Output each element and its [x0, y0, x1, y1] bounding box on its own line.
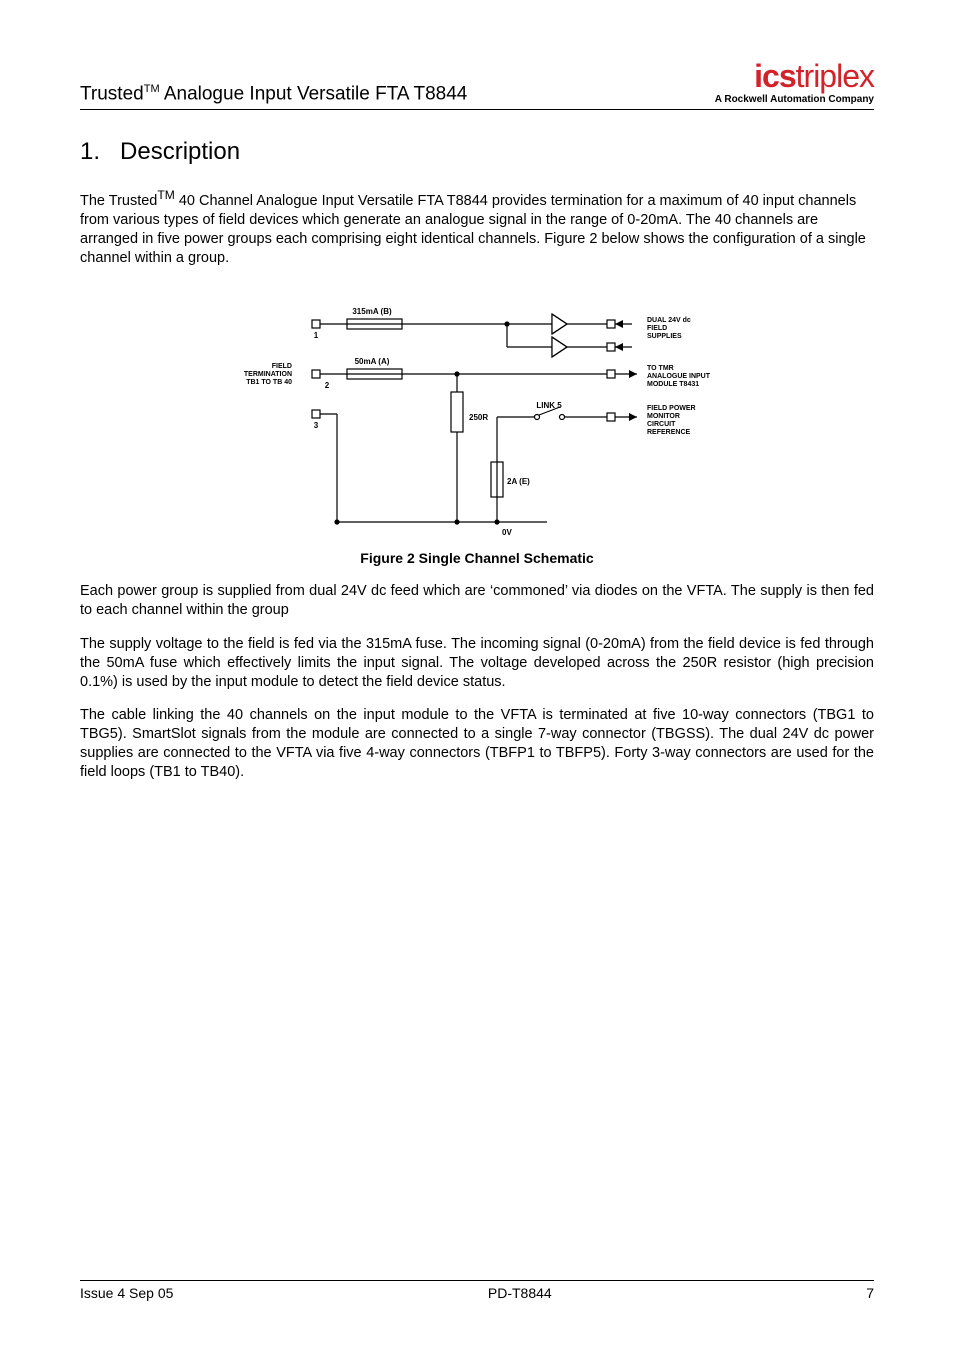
figure-caption: Figure 2 Single Channel Schematic [80, 550, 874, 566]
paragraph-2: Each power group is supplied from dual 2… [80, 582, 874, 620]
p1-rest: 40 Channel Analogue Input Versatile FTA … [80, 193, 866, 266]
paragraph-1: The TrustedTM 40 Channel Analogue Input … [80, 188, 874, 268]
lbl-fpm-l1: FIELD POWER [647, 405, 696, 412]
lbl-250r: 250R [469, 413, 488, 422]
section-title: Description [120, 138, 240, 165]
logo-ics: ics [754, 58, 795, 94]
logo: icstriplex A Rockwell Automation Company [715, 60, 874, 105]
p1-tm: TM [157, 188, 174, 202]
paragraph-3: The supply voltage to the field is fed v… [80, 635, 874, 692]
lbl-fpm-l3: CIRCUIT [647, 421, 676, 428]
p1-pre: The Trusted [80, 193, 157, 209]
lbl-dual-l1: DUAL 24V dc [647, 317, 691, 324]
footer-center: PD-T8844 [488, 1285, 552, 1301]
logo-main: icstriplex [715, 60, 874, 92]
lbl-dual-l3: SUPPLIES [647, 333, 682, 340]
logo-sub-bold: Rockwell Automation [724, 94, 825, 105]
logo-triplex: triplex [796, 58, 874, 94]
logo-sub-post: Company [826, 94, 874, 105]
lbl-0v: 0V [502, 528, 512, 537]
lbl-tmr-l2: ANALOGUE INPUT [647, 373, 711, 380]
lbl-fuse-a: 50mA (A) [355, 357, 390, 366]
header-title-rest: Analogue Input Versatile FTA T8844 [160, 83, 468, 104]
header-title-prefix: Trusted [80, 83, 144, 104]
paragraph-4: The cable linking the 40 channels on the… [80, 706, 874, 783]
section-number: 1. [80, 138, 100, 165]
lbl-t3: 3 [314, 421, 319, 430]
lbl-t1: 1 [314, 331, 319, 340]
header-title-tm: TM [144, 83, 160, 95]
lbl-fpm-l4: REFERENCE [647, 429, 691, 436]
lbl-field-l3: TB1 TO TB 40 [246, 379, 292, 386]
lbl-fuse-b: 315mA (B) [352, 307, 392, 316]
lbl-2a: 2A (E) [507, 477, 530, 486]
footer-left: Issue 4 Sep 05 [80, 1285, 173, 1301]
lbl-field-l2: TERMINATION [244, 371, 292, 378]
lbl-tmr-l3: MODULE T8431 [647, 381, 699, 388]
logo-subline: A Rockwell Automation Company [715, 94, 874, 105]
footer-right: 7 [866, 1285, 874, 1301]
schematic-svg: 315mA (B) 50mA (A) 1 2 3 FIELD TERMINATI… [207, 292, 747, 542]
header-title: TrustedTM Analogue Input Versatile FTA T… [80, 83, 467, 105]
logo-sub-pre: A [715, 94, 725, 105]
lbl-t2: 2 [325, 381, 330, 390]
lbl-fpm-l2: MONITOR [647, 413, 680, 420]
page-header: TrustedTM Analogue Input Versatile FTA T… [80, 60, 874, 110]
lbl-tmr-l1: TO TMR [647, 365, 674, 372]
lbl-link5: LINK 5 [536, 401, 562, 410]
lbl-field-l1: FIELD [272, 363, 292, 370]
page-footer: Issue 4 Sep 05 PD-T8844 7 [80, 1280, 874, 1301]
lbl-dual-l2: FIELD [647, 325, 667, 332]
figure-2: 315mA (B) 50mA (A) 1 2 3 FIELD TERMINATI… [80, 292, 874, 542]
section-heading: 1. Description [80, 138, 874, 166]
